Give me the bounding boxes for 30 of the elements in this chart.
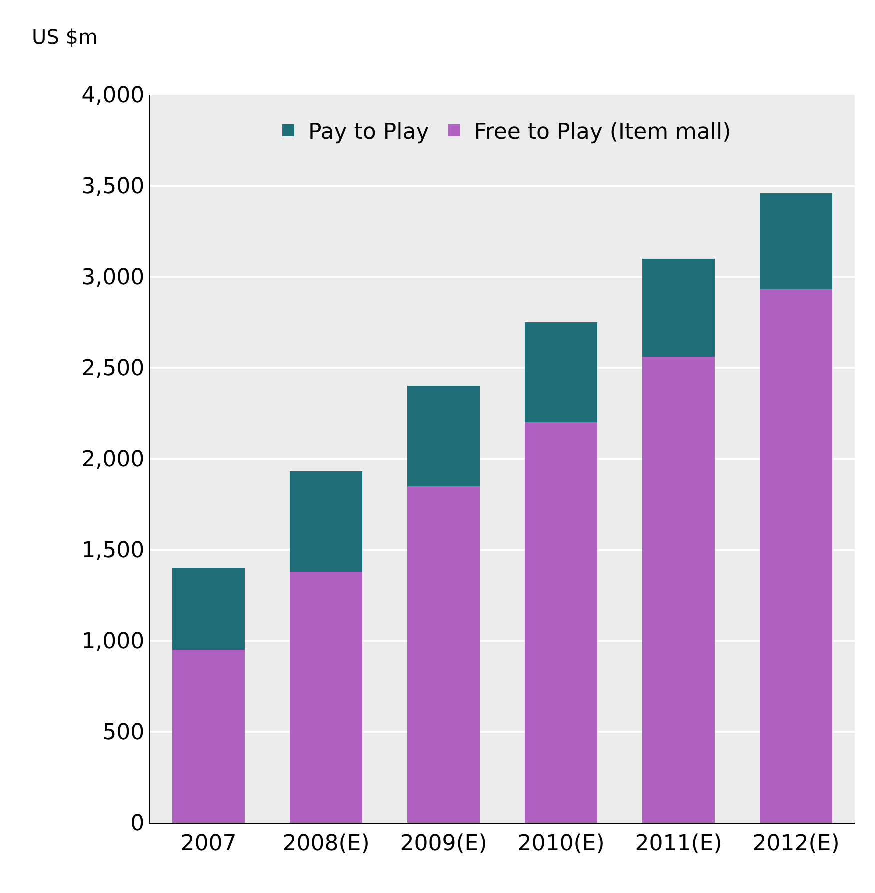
- bar: [524, 422, 598, 823]
- legend-label: Pay to Play: [308, 120, 430, 145]
- y-tick-label: 2,000: [82, 448, 145, 473]
- y-tick-label: 2,500: [82, 356, 145, 382]
- y-tick-label: 3,500: [82, 174, 145, 200]
- x-tick-label: 2010(E): [518, 831, 605, 856]
- bar: [407, 486, 480, 823]
- bar: [760, 193, 833, 290]
- x-tick-label: 2009(E): [400, 831, 488, 856]
- y-tick-label: 500: [102, 720, 145, 746]
- y-tick-label: 3,000: [82, 266, 145, 291]
- bar: [642, 258, 716, 358]
- x-tick-label: 2012(E): [752, 831, 840, 856]
- bar: [524, 322, 598, 423]
- bar: [760, 290, 833, 823]
- y-tick-label: 4,000: [82, 84, 145, 109]
- bar: [290, 472, 363, 572]
- y-tick-label: 0: [130, 812, 145, 837]
- bar: [407, 386, 480, 486]
- legend-label: Free to Play (Item mall): [474, 120, 732, 145]
- bar: [172, 650, 246, 823]
- y-axis-title: US $m: [32, 25, 98, 49]
- y-tick-label: 1,000: [82, 630, 145, 655]
- x-tick-label: 2007: [180, 831, 237, 856]
- x-tick-label: 2008(E): [282, 831, 370, 856]
- x-tick-label: 2011(E): [635, 831, 722, 856]
- y-tick-label: 1,500: [82, 538, 145, 564]
- bar: [172, 568, 246, 650]
- bar: [290, 572, 363, 823]
- bar: [642, 357, 716, 823]
